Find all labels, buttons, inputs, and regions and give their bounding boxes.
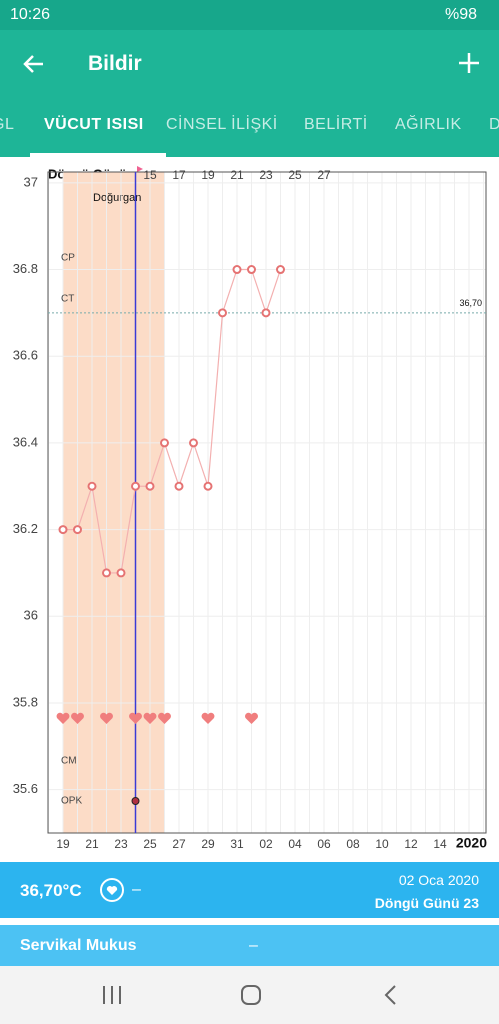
heart-icon xyxy=(100,878,124,902)
summary-bar: 36,70°C – 02 Oca 2020 Döngü Günü 23 xyxy=(0,862,499,918)
temp-point xyxy=(102,568,111,578)
temp-point xyxy=(232,265,242,275)
temp-point xyxy=(203,481,213,491)
tab[interactable]: AĞIRLIK xyxy=(395,116,462,133)
y-tick-label: 35.6 xyxy=(13,781,38,796)
heart xyxy=(100,712,113,724)
temp-point xyxy=(160,438,169,448)
cycle-day-label: 27 xyxy=(317,168,331,182)
y-tick-label: 36 xyxy=(24,608,38,623)
x-tick-label: 14 xyxy=(433,837,447,851)
row-label: OPK xyxy=(61,796,82,807)
temp-point xyxy=(276,265,285,275)
intercourse-value: – xyxy=(132,881,141,898)
plot-frame xyxy=(47,171,487,834)
tab-indicator xyxy=(30,153,166,157)
cycle-day-label: 21 xyxy=(230,168,244,182)
temp-point xyxy=(189,438,198,448)
y-tick-label: 36.2 xyxy=(13,521,38,536)
x-tick-label: 08 xyxy=(346,837,360,851)
tab[interactable]: GL xyxy=(0,116,15,133)
add-button[interactable] xyxy=(458,52,480,74)
x-tick-label: 29 xyxy=(201,837,215,851)
heart xyxy=(129,712,142,724)
mucus-label: Servikal Mukus xyxy=(20,937,137,954)
y-tick-label: 36.4 xyxy=(13,434,38,449)
heart xyxy=(71,712,84,724)
x-tick-label: 25 xyxy=(143,837,157,851)
x-tick-label: 27 xyxy=(172,837,186,851)
row-label: CM xyxy=(61,756,77,767)
home-button[interactable] xyxy=(239,984,263,1006)
temp-point xyxy=(116,568,126,578)
status-bar: 10:26 %98 xyxy=(0,0,499,30)
heart xyxy=(201,712,215,724)
recent-button[interactable] xyxy=(100,984,124,1006)
heart xyxy=(158,712,171,724)
back-nav-button[interactable] xyxy=(380,984,404,1006)
cycle-day-label: 19 xyxy=(201,168,215,182)
tab[interactable]: BELİRTİ xyxy=(304,116,368,133)
title: Bildir xyxy=(88,52,142,75)
y-tick-label: 36.8 xyxy=(13,261,38,276)
x-tick-label: 12 xyxy=(404,837,418,851)
cycle-day-label: 15 xyxy=(143,168,157,182)
x-tick-label: 02 xyxy=(259,837,273,851)
mucus-row[interactable]: Servikal Mukus – xyxy=(0,925,499,966)
x-tick-label: 31 xyxy=(230,837,244,851)
y-tick-label: 36.6 xyxy=(13,348,38,363)
nav-bar xyxy=(0,966,499,1024)
reference-label: 36,70 xyxy=(459,298,482,308)
temp-line xyxy=(63,268,282,574)
temp-point xyxy=(261,308,271,318)
cycle-day-label: 17 xyxy=(172,168,186,182)
heart xyxy=(143,712,157,724)
year: 2020 xyxy=(456,835,487,851)
cycle-day-label: 25 xyxy=(288,168,302,182)
y-tick-label: 37 xyxy=(24,174,38,189)
x-tick-label: 10 xyxy=(375,837,389,851)
temp-point xyxy=(247,265,256,275)
heart xyxy=(245,712,258,724)
battery: %98 xyxy=(445,6,478,23)
app-bar: Bildir GL VÜCUT ISISI CİNSEL İLİŞKİ BELİ… xyxy=(0,30,499,157)
fertile-window xyxy=(63,172,165,833)
temp-point xyxy=(145,481,155,491)
temperature: 36,70°C xyxy=(20,881,82,900)
x-tick-label: 19 xyxy=(56,837,70,851)
temp-point xyxy=(131,481,140,491)
row-label: CT xyxy=(61,294,74,305)
x-tick-label: 23 xyxy=(114,837,128,851)
row-label: CP xyxy=(61,253,75,264)
back-button[interactable] xyxy=(22,52,46,76)
y-tick-label: 35.8 xyxy=(13,694,38,709)
x-tick-label: 04 xyxy=(288,837,302,851)
temp-point xyxy=(58,525,68,535)
flag-icon xyxy=(137,166,143,172)
time: 10:26 xyxy=(10,6,51,23)
cycle-day-label: 23 xyxy=(259,168,273,182)
temp-point xyxy=(174,481,184,491)
tab[interactable]: D xyxy=(489,116,499,133)
temp-point xyxy=(218,308,227,318)
chart: Döngü Günü 2020 Doğurgan35.635.83636.236… xyxy=(13,166,487,851)
mucus-value: – xyxy=(249,937,258,954)
opk-mark xyxy=(131,797,140,805)
cycle-day: Döngü Günü 23 xyxy=(374,895,479,911)
temp-point xyxy=(87,481,97,491)
tab[interactable]: CİNSEL İLİŞKİ xyxy=(166,116,278,133)
tab-selected[interactable]: VÜCUT ISISI xyxy=(44,116,144,133)
x-tick-label: 06 xyxy=(317,837,331,851)
x-tick-label: 21 xyxy=(85,837,99,851)
fertile-label: Doğurgan xyxy=(93,192,141,204)
heart xyxy=(56,712,70,724)
date: 02 Oca 2020 xyxy=(398,872,479,888)
temp-point xyxy=(73,525,82,535)
